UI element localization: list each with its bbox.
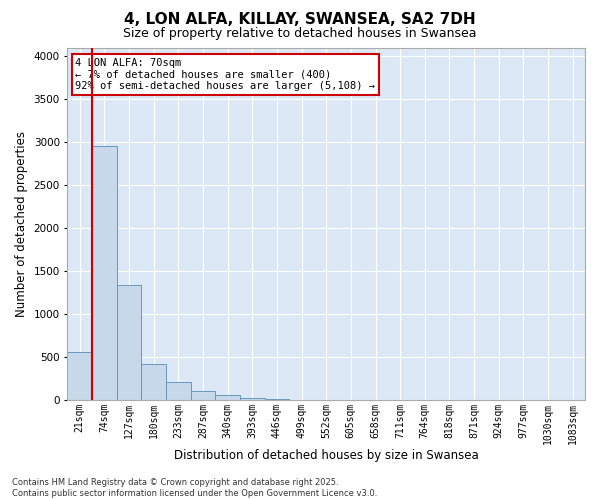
Bar bbox=[142, 364, 166, 400]
Y-axis label: Number of detached properties: Number of detached properties bbox=[15, 131, 28, 317]
Bar bbox=[67, 352, 92, 400]
Bar bbox=[240, 398, 265, 400]
Text: Contains HM Land Registry data © Crown copyright and database right 2025.
Contai: Contains HM Land Registry data © Crown c… bbox=[12, 478, 377, 498]
Text: 4 LON ALFA: 70sqm
← 7% of detached houses are smaller (400)
92% of semi-detached: 4 LON ALFA: 70sqm ← 7% of detached house… bbox=[75, 58, 375, 92]
Bar bbox=[265, 399, 289, 400]
Bar bbox=[191, 390, 215, 400]
Text: 4, LON ALFA, KILLAY, SWANSEA, SA2 7DH: 4, LON ALFA, KILLAY, SWANSEA, SA2 7DH bbox=[124, 12, 476, 28]
X-axis label: Distribution of detached houses by size in Swansea: Distribution of detached houses by size … bbox=[174, 450, 479, 462]
Bar bbox=[215, 396, 240, 400]
Bar bbox=[166, 382, 191, 400]
Bar bbox=[92, 146, 117, 400]
Bar bbox=[117, 285, 142, 400]
Text: Size of property relative to detached houses in Swansea: Size of property relative to detached ho… bbox=[123, 28, 477, 40]
